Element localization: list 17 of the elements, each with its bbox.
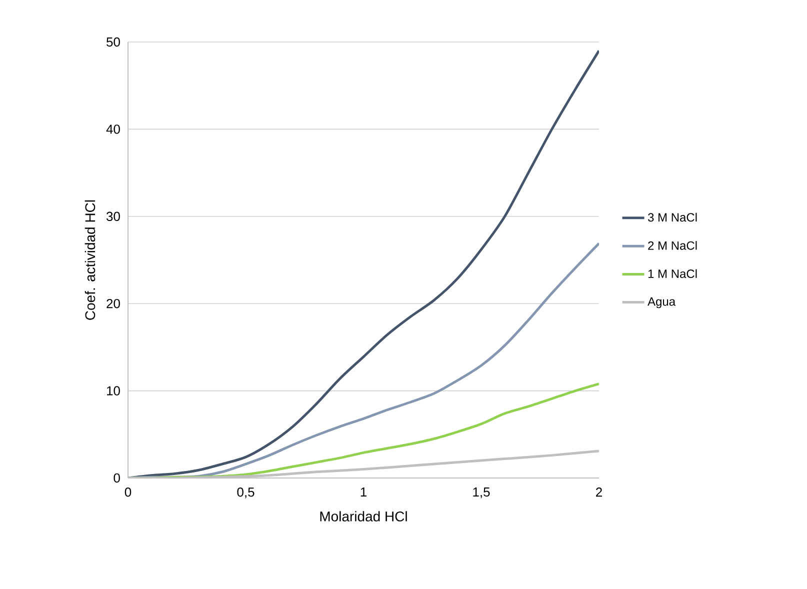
y-tick-label: 30 (106, 212, 120, 221)
y-tick-label: 50 (106, 37, 120, 47)
x-tick-label: 1 (360, 488, 366, 496)
x-axis-title: Molaridad HCl (320, 511, 407, 522)
y-tick-label: 40 (106, 124, 120, 134)
y-axis-title: Coef. actividad HCl (84, 200, 96, 320)
y-tick-label: 10 (107, 386, 120, 396)
legend-label: 2 M NaCl (648, 241, 697, 250)
legend-label: Agua (648, 297, 676, 308)
x-tick-label: 0 (124, 488, 132, 497)
x-tick-label: 2 (596, 488, 602, 497)
x-tick-label: 1,5 (473, 488, 490, 498)
legend-label: 1 M NaCl (648, 269, 697, 278)
legend-label: 3 M NaCl (648, 212, 697, 222)
y-tick-label: 20 (106, 298, 120, 308)
y-tick-label: 0 (114, 473, 120, 483)
x-tick-label: 0,5 (237, 488, 254, 498)
